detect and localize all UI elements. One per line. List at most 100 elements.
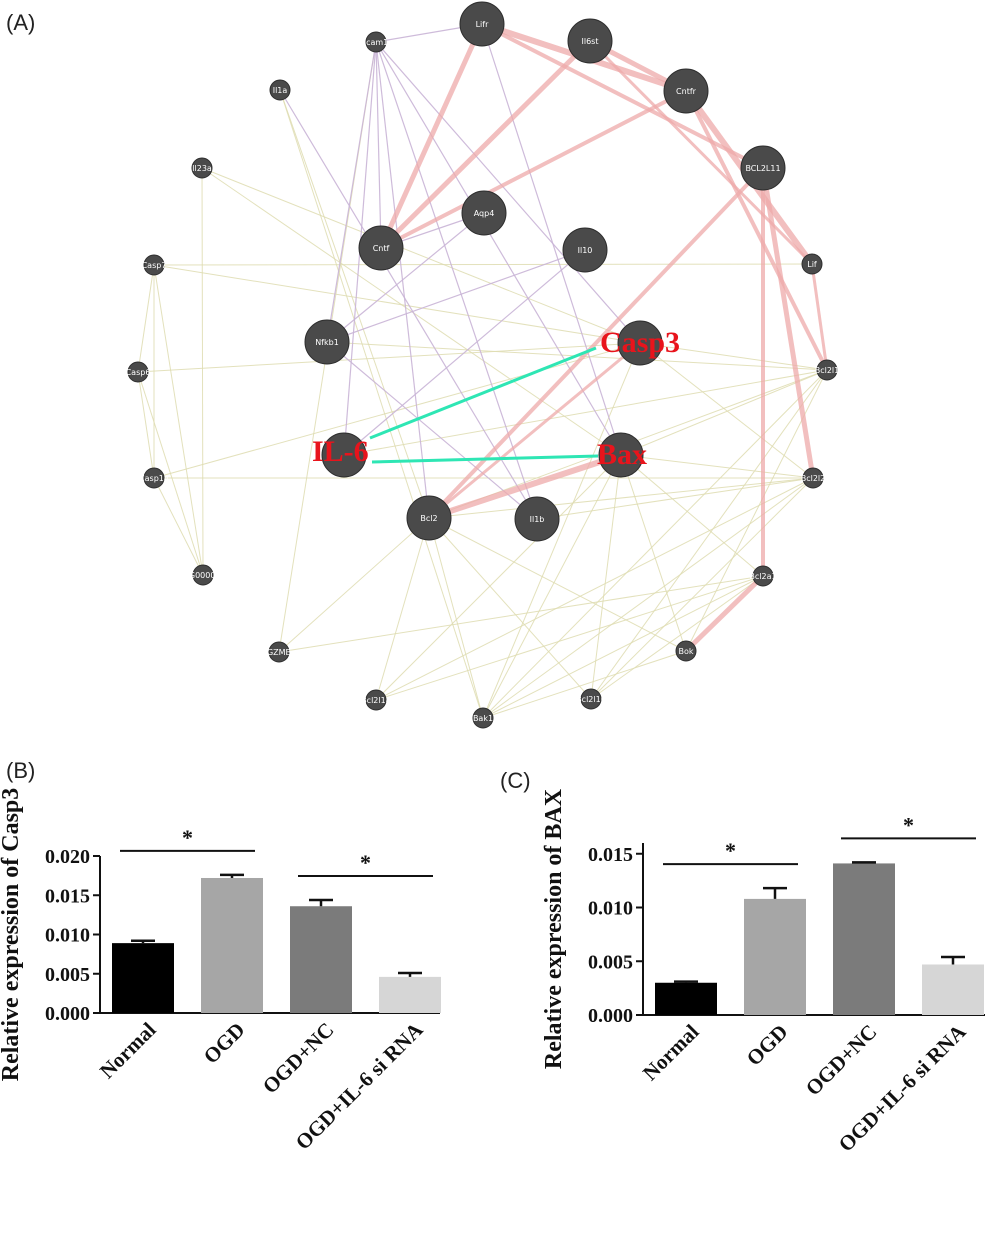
node-label-Il1a: Il1a xyxy=(273,86,288,95)
panel-label-a: (A) xyxy=(6,10,35,35)
y-tick-label: 0.000 xyxy=(45,1003,90,1025)
y-tick-label: 0.015 xyxy=(588,844,633,866)
node-label-Bcl2: Bcl2 xyxy=(420,514,437,523)
edge-Icam1-Bax xyxy=(375,41,622,456)
edge-Bax-Bak1 xyxy=(482,454,622,719)
significance-star: * xyxy=(903,812,914,837)
edge-Lif-Bcl2l1 xyxy=(810,263,829,371)
edge-Bcl2-Bok xyxy=(428,517,687,652)
y-axis-label: Relative expression of BAX xyxy=(541,788,567,1069)
edge-Bax-Bcl2l14 xyxy=(375,454,622,701)
edge-Casp7-Lif xyxy=(153,263,813,266)
edge-Bcl2-Bcl2l10 xyxy=(428,517,592,700)
edge-Bax-Lifr xyxy=(481,23,622,456)
node-label-Bcl2l10: Bcl2l10 xyxy=(576,695,606,704)
node-label-Cntfr: Cntfr xyxy=(676,87,697,96)
category-label: OGD+NC xyxy=(801,1020,882,1101)
node-label-Casp7: Casp7 xyxy=(142,261,167,270)
node-Casp14 xyxy=(143,467,165,489)
edge-Icam1-Il1b xyxy=(375,41,538,520)
node-Casp7 xyxy=(143,254,165,276)
edge-Bax-Bcl2 xyxy=(428,452,622,521)
network-nodes: Lifr Il6st Cntfr BCL2L11 Icam1 Il1a Il23a Aqp4 C… xyxy=(126,1,839,729)
edge-GZMB-Bcl2a1 xyxy=(278,575,764,653)
bar-OGD+IL-6 si RNA xyxy=(922,964,984,1015)
category-label: Normal xyxy=(638,1019,704,1085)
edge-Bcl2-GZMB xyxy=(278,517,430,653)
edge-Casp3-Bcl2 xyxy=(428,341,641,520)
panel-label-c: (C) xyxy=(500,768,531,793)
edge-Bax-Bcl2l1 xyxy=(620,369,828,456)
y-tick-label: 0.020 xyxy=(45,846,90,868)
node-ENSRNOG xyxy=(192,564,214,586)
significance-star: * xyxy=(182,825,193,850)
edge-Casp3-Bak1 xyxy=(482,342,641,719)
node-BCL2L11 xyxy=(740,145,786,191)
node-label-Bcl2a1: Bcl2a1 xyxy=(749,572,776,581)
node-Il6st xyxy=(567,18,613,64)
y-tick-label: 0.010 xyxy=(588,898,633,920)
edge-Icam1-Bcl2 xyxy=(375,41,430,519)
edge-Il6st-Cntf xyxy=(379,39,592,250)
chart-bax: 0.000 0.005 0.010 0.015 Relative expression … xyxy=(541,788,985,1156)
node-Casp6 xyxy=(127,361,149,383)
edge-Bax-Bcl2l2 xyxy=(620,454,814,479)
edge-Bak1-Bcl2l2 xyxy=(482,477,814,719)
edge-Bcl2-Bcl2l2 xyxy=(428,477,814,519)
edge-Cntfr-Cntf xyxy=(380,89,687,250)
y-tick-label: 0.005 xyxy=(45,964,90,986)
node-Cntf xyxy=(358,225,404,271)
highlight-edges xyxy=(369,346,599,464)
node-label-Casp6: Casp6 xyxy=(126,368,151,377)
node-label-Aqp4: Aqp4 xyxy=(474,209,495,218)
edge-Bcl2l10-Bcl2l1 xyxy=(590,369,828,700)
category-label: OGD+NC xyxy=(258,1018,339,1099)
edge-Bcl2-Bcl2l14 xyxy=(375,517,430,701)
edge-IL6-Bax xyxy=(371,454,599,464)
edge-Bak1-Bok xyxy=(482,650,687,719)
edge-Casp7-ENSRNOG xyxy=(153,264,204,576)
node-label-Bok: Bok xyxy=(678,647,693,656)
edge-Casp7-Casp3 xyxy=(153,264,641,344)
bar-Normal xyxy=(655,982,717,1015)
node-GZMB xyxy=(268,641,290,663)
category-label: Normal xyxy=(95,1017,161,1083)
node-label-Bak1: Bak1 xyxy=(473,714,493,723)
node-label-Il23a: Il23a xyxy=(192,164,212,173)
edge-IL6-Bcl2l1 xyxy=(343,369,828,456)
node-Lif xyxy=(801,253,823,275)
edge-Il23a-Casp3 xyxy=(201,167,641,344)
node-Icam1 xyxy=(365,31,387,53)
bar-OGD xyxy=(744,898,806,1015)
bar-OGD+NC xyxy=(833,863,895,1015)
edge-Aqp4-Nfkb1 xyxy=(326,212,485,343)
edge-Il1b-Bcl2l2 xyxy=(536,477,814,520)
edge-Bax-Bcl2l10 xyxy=(590,454,622,700)
node-Casp3 xyxy=(617,320,663,366)
edge-Bcl2l10-Bcl2l2 xyxy=(590,477,814,700)
edge-Casp6-Casp3 xyxy=(137,342,641,373)
node-label-Icam1: Icam1 xyxy=(364,38,389,47)
edge-Il1a-Bak1 xyxy=(279,89,484,719)
edge-Bak1-Bcl2a1 xyxy=(482,575,764,719)
edge-Bcl2l10-Bcl2a1 xyxy=(590,575,764,700)
edge-Il1a-Bcl2 xyxy=(279,89,430,519)
edge-Bcl2l14-Bcl2a1 xyxy=(375,575,764,701)
y-tick-label: 0.000 xyxy=(588,1005,633,1027)
bar-OGD+NC xyxy=(290,906,352,1013)
edge-Casp3-Bcl2l2 xyxy=(639,342,814,479)
bar-OGD+IL-6 si RNA xyxy=(379,976,441,1013)
edge-Nfkb1-Il1b xyxy=(326,341,538,520)
edge-Icam1-Casp3 xyxy=(375,41,641,344)
node-label-ENSRNOG: ENSRNOG00000032779 xyxy=(155,571,251,580)
category-label: OGD xyxy=(742,1020,793,1071)
y-tick-label: 0.010 xyxy=(45,925,90,947)
node-Il10 xyxy=(562,227,608,273)
node-Bax xyxy=(598,432,644,478)
edge-Bak1-Bcl2l1 xyxy=(482,369,828,719)
edge-Il23a-ENSRNOG xyxy=(201,167,204,576)
edge-IL6-Casp3 xyxy=(369,346,597,440)
edge-Bcl2a1-Bok xyxy=(684,574,765,653)
edge-Casp14-ENSRNOG xyxy=(153,477,204,576)
